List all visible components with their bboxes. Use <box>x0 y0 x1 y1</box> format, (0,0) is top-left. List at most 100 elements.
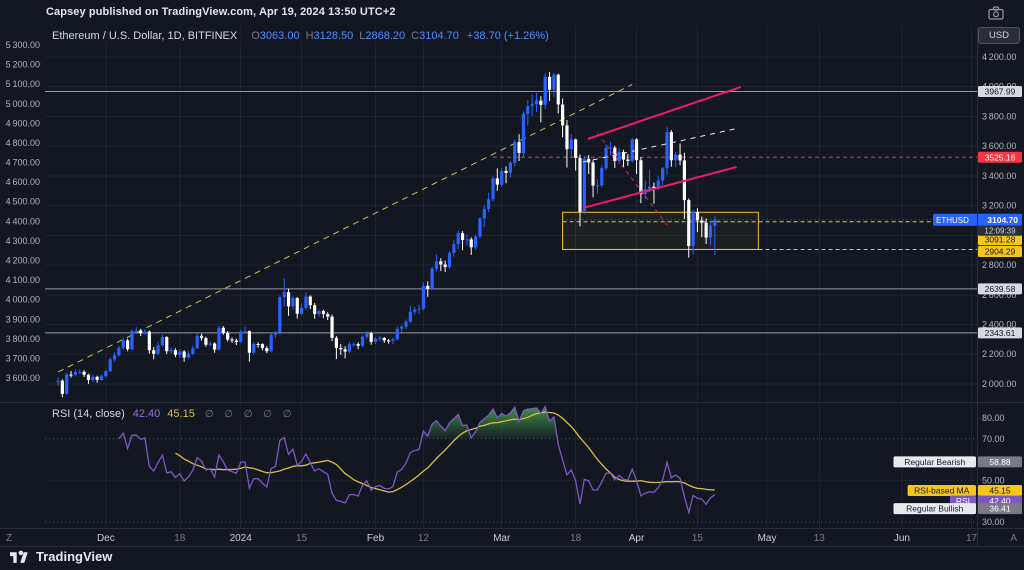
candle <box>169 347 173 354</box>
candle <box>547 72 552 101</box>
candle <box>704 218 708 244</box>
svg-text:3 600.00: 3 600.00 <box>982 141 1016 151</box>
candle <box>591 160 595 198</box>
candle <box>78 369 82 375</box>
candle <box>469 237 473 255</box>
candle <box>243 326 247 334</box>
candle <box>134 327 138 335</box>
candle <box>648 169 652 193</box>
candle <box>482 204 486 227</box>
low-value: 2868.20 <box>365 30 406 42</box>
svg-text:3091.28: 3091.28 <box>985 235 1016 245</box>
svg-text:2 400.00: 2 400.00 <box>982 319 1016 329</box>
candle <box>343 346 347 359</box>
time-axis-label: Jun <box>894 533 910 544</box>
svg-text:2904.29: 2904.29 <box>985 247 1016 257</box>
time-axis-label: 15 <box>296 533 308 544</box>
candle <box>665 127 669 175</box>
rsi-line <box>118 405 716 515</box>
candle <box>534 92 539 112</box>
candle <box>404 319 408 330</box>
tradingview-wordmark: TradingView <box>36 549 113 564</box>
candle <box>152 347 156 360</box>
svg-text:3525.16: 3525.16 <box>985 152 1016 162</box>
candle <box>691 209 695 255</box>
auto-scale-button[interactable]: A <box>1010 533 1017 544</box>
time-axis-label: 15 <box>692 533 704 544</box>
rsi-empty-plot-values: ∅ ∅ ∅ ∅ ∅ <box>204 409 296 420</box>
candle <box>700 216 704 238</box>
svg-text:4 200.00: 4 200.00 <box>982 52 1016 62</box>
candle <box>330 314 334 342</box>
rsi-ma-value: 45.15 <box>167 408 195 420</box>
candle <box>230 337 234 343</box>
rsi-value-badge <box>978 456 1022 468</box>
candle <box>199 333 204 341</box>
candle <box>661 166 665 185</box>
candle <box>56 377 60 386</box>
candle <box>282 278 286 307</box>
candle <box>234 338 238 346</box>
svg-text:50.00: 50.00 <box>982 475 1005 485</box>
candle <box>621 149 626 167</box>
time-axis-label: 2024 <box>230 533 253 544</box>
time-axis-label: 18 <box>174 533 186 544</box>
candle <box>356 342 360 350</box>
candle <box>147 330 151 354</box>
level-price-badge <box>978 327 1022 339</box>
currency-toggle-button[interactable]: USD <box>978 27 1020 44</box>
time-axis[interactable]: Dec 18 2024 15 Feb 12 Mar 18 Apr 15 May 13 Jun 17 <box>97 533 978 544</box>
symbol-title: Ethereum / U.S. Dollar, 1D, BITFINEX <box>52 30 238 42</box>
mid-dashed-white <box>582 127 740 163</box>
candle <box>91 374 95 383</box>
candle <box>139 328 143 337</box>
low-label: L <box>359 30 366 42</box>
time-axis-label: 18 <box>570 533 582 544</box>
rsi-marker-label <box>893 456 976 468</box>
svg-text:3 200.00: 3 200.00 <box>982 201 1016 211</box>
candle <box>465 234 469 246</box>
candle <box>182 350 186 362</box>
candle <box>543 73 547 110</box>
svg-text:42.40: 42.40 <box>989 496 1011 506</box>
svg-text:3 600.00: 3 600.00 <box>6 373 40 383</box>
level-price-badge <box>978 151 1022 163</box>
candle <box>269 333 273 353</box>
rsi-legend[interactable]: RSI (14, close) 42.40 45.15 ∅ ∅ ∅ ∅ ∅ <box>48 407 300 421</box>
candle <box>491 176 495 202</box>
candle <box>360 335 365 348</box>
candle <box>112 352 117 362</box>
drawings <box>562 86 977 226</box>
candle <box>395 326 399 341</box>
grid <box>45 25 977 528</box>
candle <box>286 288 291 316</box>
level-price-badge <box>978 85 1022 97</box>
left-price-axis[interactable]: 5 300.00 5 200.00 5 100.00 5 000.00 4 900.00… <box>6 40 40 383</box>
long-term-uptrend <box>57 84 633 373</box>
candle <box>539 96 543 123</box>
camera-icon[interactable] <box>988 6 1004 20</box>
candle <box>195 333 199 350</box>
time-axis-label: Dec <box>97 533 115 544</box>
svg-text:2 800.00: 2 800.00 <box>982 260 1016 270</box>
svg-text:4 100.00: 4 100.00 <box>6 275 40 285</box>
svg-text:4 500.00: 4 500.00 <box>6 197 40 207</box>
svg-text:4 600.00: 4 600.00 <box>6 177 40 187</box>
candle <box>447 251 452 269</box>
svg-text:4 800.00: 4 800.00 <box>6 138 40 148</box>
svg-text:2 600.00: 2 600.00 <box>982 290 1016 300</box>
candle <box>561 98 565 138</box>
svg-text:3 900.00: 3 900.00 <box>6 314 40 324</box>
candle <box>226 331 230 342</box>
candle <box>713 216 717 255</box>
time-axis-label: Mar <box>493 533 511 544</box>
candle <box>143 329 147 335</box>
candle <box>517 134 521 161</box>
symbol-legend[interactable]: Ethereum / U.S. Dollar, 1D, BITFINEX O306… <box>48 29 553 43</box>
high-label: H <box>305 30 314 42</box>
right-price-axis[interactable]: 4 200.004 000.003 800.003 600.003 400.00… <box>933 52 1022 527</box>
svg-text:RSI-based MA: RSI-based MA <box>914 485 970 495</box>
tradingview-logo[interactable]: TradingView <box>10 549 112 564</box>
